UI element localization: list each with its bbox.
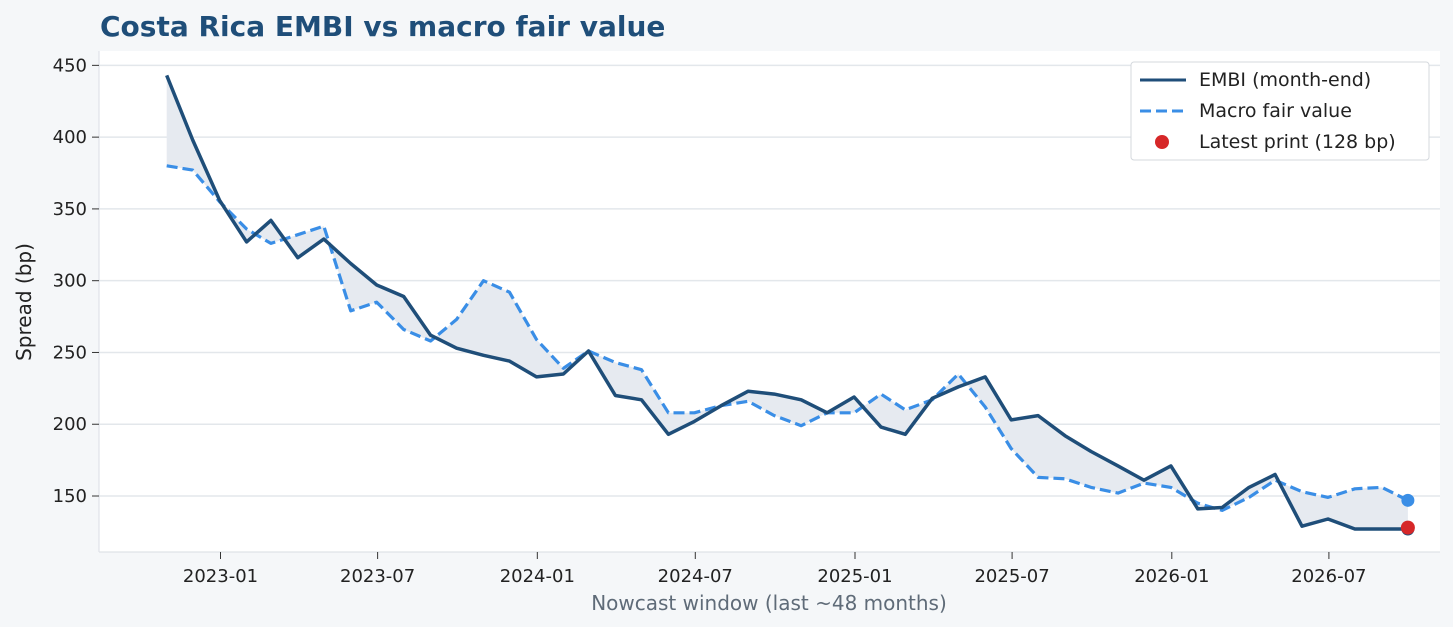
x-tick-label: 2024-01 [500,566,575,587]
x-axis-label: Nowcast window (last ~48 months) [591,591,947,615]
legend-label-latest: Latest print (128 bp) [1199,131,1396,153]
y-ticks: 150 200 250 300 350 400 450 [53,55,99,507]
x-tick-label: 2024-07 [658,566,733,587]
embi-line [165,74,1408,531]
legend: EMBI (month-end) Macro fair value Latest… [1130,61,1430,161]
fair-value-line [166,164,1409,512]
x-tick-label: 2025-07 [974,566,1049,587]
y-tick-label: 300 [53,271,87,292]
data-points [1400,493,1415,536]
fair-value-endpoint [1401,493,1415,507]
y-tick-label: 350 [53,199,87,220]
y-tick-label: 400 [53,127,87,148]
y-tick-label: 250 [53,342,87,363]
y-tick-label: 450 [53,55,87,76]
latest-print-point [1400,520,1415,535]
legend-label-fair-value: Macro fair value [1199,100,1352,122]
chart-title: Costa Rica EMBI vs macro fair value [100,10,665,43]
series-lines [165,74,1409,531]
y-tick-label: 150 [53,486,87,507]
legend-box [1130,61,1430,161]
x-tick-label: 2026-07 [1291,566,1366,587]
y-tick-label: 200 [53,414,87,435]
x-tick-label: 2026-01 [1134,566,1209,587]
x-tick-label: 2025-01 [817,566,892,587]
x-ticks: 2023-01 2023-07 2024-01 2024-07 2025-01 2025-… [183,552,1367,587]
legend-label-embi: EMBI (month-end) [1199,69,1371,91]
x-tick-label: 2023-01 [183,566,258,587]
x-tick-label: 2023-07 [340,566,415,587]
axes [98,51,1440,553]
y-axis-label: Spread (bp) [12,243,36,361]
legend-swatch-latest [1155,135,1169,149]
